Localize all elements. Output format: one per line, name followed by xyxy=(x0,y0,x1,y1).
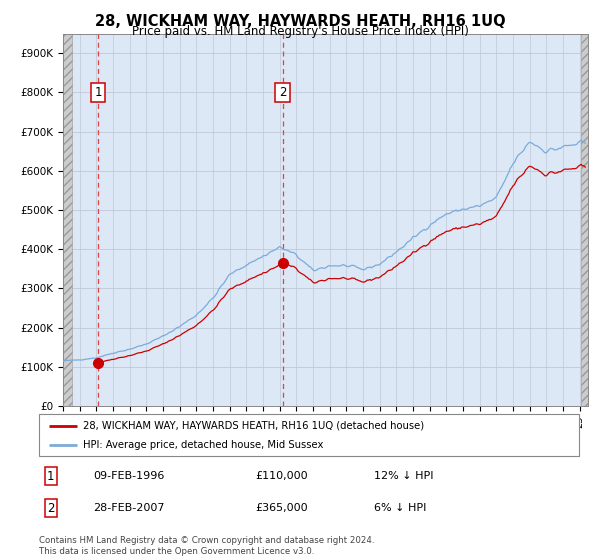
Bar xyxy=(581,34,589,406)
Text: 1: 1 xyxy=(47,470,55,483)
Text: Contains HM Land Registry data © Crown copyright and database right 2024.
This d: Contains HM Land Registry data © Crown c… xyxy=(39,536,374,556)
Text: HPI: Average price, detached house, Mid Sussex: HPI: Average price, detached house, Mid … xyxy=(83,440,323,450)
Text: £365,000: £365,000 xyxy=(255,503,308,514)
Bar xyxy=(63,34,72,406)
Text: 12% ↓ HPI: 12% ↓ HPI xyxy=(374,471,433,481)
Text: Price paid vs. HM Land Registry's House Price Index (HPI): Price paid vs. HM Land Registry's House … xyxy=(131,25,469,38)
Text: 28-FEB-2007: 28-FEB-2007 xyxy=(93,503,164,514)
Text: 2: 2 xyxy=(47,502,55,515)
Text: 28, WICKHAM WAY, HAYWARDS HEATH, RH16 1UQ (detached house): 28, WICKHAM WAY, HAYWARDS HEATH, RH16 1U… xyxy=(83,421,424,431)
Text: 6% ↓ HPI: 6% ↓ HPI xyxy=(374,503,426,514)
Text: £110,000: £110,000 xyxy=(255,471,308,481)
Text: 1: 1 xyxy=(95,86,102,99)
Text: 09-FEB-1996: 09-FEB-1996 xyxy=(93,471,164,481)
FancyBboxPatch shape xyxy=(39,414,579,456)
Text: 28, WICKHAM WAY, HAYWARDS HEATH, RH16 1UQ: 28, WICKHAM WAY, HAYWARDS HEATH, RH16 1U… xyxy=(95,14,505,29)
Text: 2: 2 xyxy=(279,86,286,99)
